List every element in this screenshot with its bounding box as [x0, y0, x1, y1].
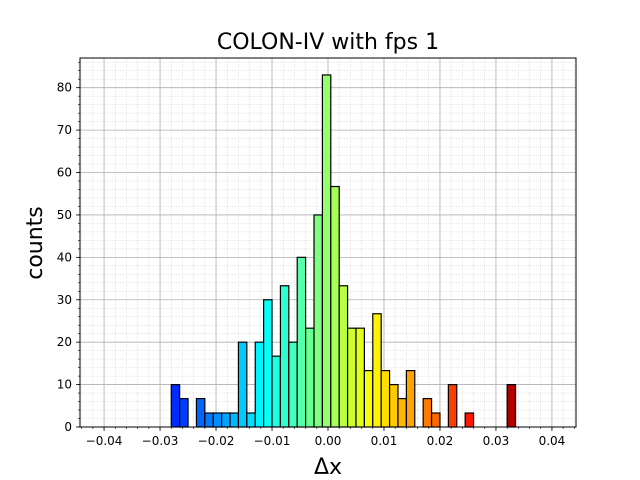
histogram-bar	[279, 285, 290, 428]
histogram-bar	[464, 412, 475, 428]
histogram-bar	[204, 412, 214, 428]
y-tick-label: 40	[57, 250, 72, 264]
x-tick-label: −0.02	[198, 434, 235, 448]
histogram-bar	[229, 412, 240, 428]
x-tick-label: 0.02	[427, 434, 454, 448]
histogram-bar	[288, 341, 298, 428]
histogram-bar	[321, 74, 332, 428]
x-tick-label: −0.04	[86, 434, 123, 448]
histogram-bar	[346, 327, 357, 428]
x-tick-label: −0.03	[142, 434, 179, 448]
histogram-bar	[313, 214, 324, 428]
histogram-bar	[397, 397, 407, 428]
x-axis-label: Δx	[314, 455, 342, 480]
y-tick-label: 70	[57, 123, 72, 137]
histogram-bar	[305, 327, 315, 428]
histogram-bar	[246, 412, 256, 428]
y-tick-label: 30	[57, 293, 72, 307]
y-tick-label: 80	[57, 81, 72, 95]
x-tick-label: −0.01	[254, 434, 291, 448]
histogram-bar	[430, 412, 441, 428]
histogram-bar	[380, 369, 391, 428]
histogram-bar	[271, 355, 282, 428]
histogram-bar	[422, 397, 433, 428]
histogram-bar	[254, 341, 265, 428]
x-tick-label: 0.04	[539, 434, 566, 448]
y-tick-label: 10	[57, 378, 72, 392]
y-tick-label: 20	[57, 335, 72, 349]
y-tick-label: 0	[64, 420, 72, 434]
histogram-bar	[388, 383, 399, 428]
histogram-bar	[296, 256, 307, 428]
histogram-bar	[263, 299, 273, 428]
histogram-bar	[330, 185, 340, 428]
histogram-bar	[237, 341, 248, 428]
histogram-bar	[372, 313, 382, 428]
x-tick-label: 0.00	[315, 434, 342, 448]
histogram-bar	[363, 369, 374, 428]
chart-title: COLON-IV with fps 1	[217, 30, 439, 55]
histogram-bar	[221, 412, 231, 428]
histogram-bar	[195, 397, 206, 428]
histogram-bar	[405, 369, 416, 428]
histogram-bar	[447, 383, 458, 428]
histogram-bar	[338, 285, 349, 428]
x-tick-label: 0.01	[371, 434, 398, 448]
histogram-bar	[506, 383, 517, 428]
y-tick-label: 50	[57, 208, 72, 222]
histogram-bar	[170, 383, 181, 428]
histogram-bar	[179, 397, 189, 428]
y-tick-label: 60	[57, 166, 72, 180]
y-axis-label: counts	[23, 206, 48, 280]
x-tick-label: 0.03	[483, 434, 510, 448]
axis-ticks: −0.04 −0.03 −0.02 −0.01 0.00 0.01 0.02 0.03 0.04…	[57, 61, 575, 448]
histogram-bar	[212, 412, 223, 428]
histogram-bar	[355, 327, 365, 428]
